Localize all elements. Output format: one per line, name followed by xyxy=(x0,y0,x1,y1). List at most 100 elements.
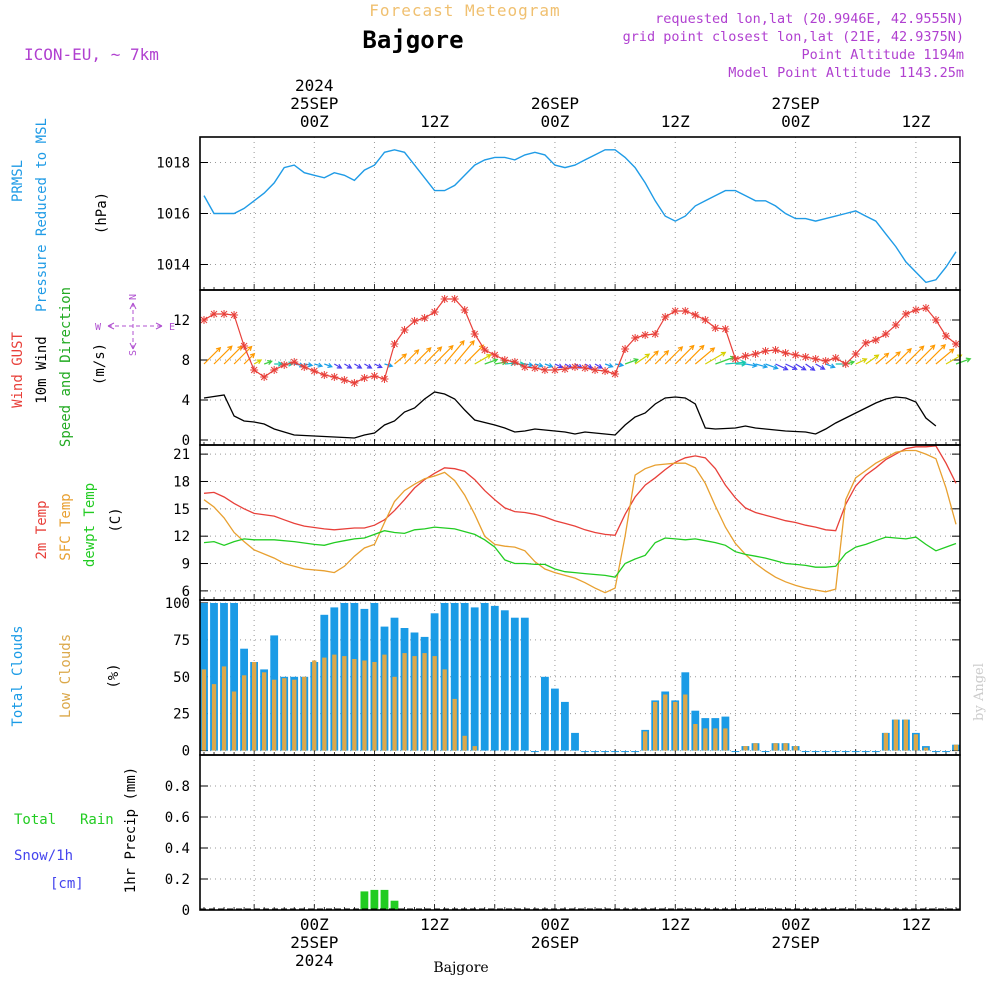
low-clouds-bar xyxy=(472,746,477,751)
total-clouds-bar xyxy=(561,701,569,751)
wind-direction-arrow xyxy=(815,363,826,370)
wind-gust-marker xyxy=(420,314,429,322)
wind-direction-arrow xyxy=(825,363,836,369)
wind-direction-arrow xyxy=(233,345,253,365)
rain-label-total: Total xyxy=(14,812,56,828)
wind-direction-arrow xyxy=(664,346,684,365)
wind-gust-marker xyxy=(611,370,620,378)
low-clouds-bar xyxy=(923,747,929,751)
wind-gust-marker xyxy=(641,331,650,339)
wind-direction-arrow xyxy=(795,363,807,371)
wind-gust-marker xyxy=(270,366,279,374)
wind-direction-arrow xyxy=(765,363,779,370)
top-time-label: 00Z xyxy=(300,112,329,131)
wind-gust-marker xyxy=(460,306,469,314)
wind-gust-marker xyxy=(290,358,299,366)
pressure-label-desc: Pressure Reduced to MSL xyxy=(34,118,50,312)
low-clouds-bar xyxy=(292,679,297,751)
low-clouds-bar xyxy=(322,657,327,751)
y-tick-label: 75 xyxy=(173,633,190,649)
wind-direction-arrow xyxy=(354,363,363,369)
panel-temperature: 6 9 12 15 18 21 xyxy=(173,445,960,600)
wind-gust-marker xyxy=(410,317,419,325)
wind-gust-marker xyxy=(601,367,610,375)
wind-gust-marker xyxy=(811,355,820,363)
wind-direction-arrow xyxy=(474,354,492,365)
low-clouds-bar xyxy=(462,735,467,751)
wind-direction-arrow xyxy=(424,346,443,365)
model-name: ICON-EU, ~ 7km xyxy=(24,45,159,64)
low-clouds-bar xyxy=(783,743,788,751)
low-clouds-bar xyxy=(442,669,447,751)
wind-direction-arrow xyxy=(223,345,243,365)
low-clouds-bar xyxy=(753,743,758,751)
wind-gust-marker xyxy=(340,376,349,384)
wind-gust-marker xyxy=(430,308,439,316)
wind-gust-marker xyxy=(520,363,529,371)
y-tick-label: 1016 xyxy=(156,207,190,223)
wind-gust-marker xyxy=(560,365,569,373)
wind-direction-arrow xyxy=(745,362,758,368)
wind-gust-marker xyxy=(370,372,379,380)
wind-direction-arrow xyxy=(554,363,564,369)
bottom-time-label: 26SEP xyxy=(531,933,579,952)
dewpt-label: dewpt Temp xyxy=(82,483,98,567)
wind-gust-marker xyxy=(851,350,860,358)
low-clouds-bar xyxy=(272,679,277,751)
wind-gust-marker xyxy=(540,366,549,374)
panel-frame xyxy=(199,444,961,601)
panel-wind: 0 4 8 12 xyxy=(173,290,960,449)
top-time-label: 25SEP xyxy=(290,94,338,113)
wind-gust-marker xyxy=(550,366,559,374)
wind-direction-arrow xyxy=(334,363,343,369)
wind-gust-marker xyxy=(701,316,710,324)
wind-gust-marker xyxy=(631,334,640,342)
wind-direction-arrow xyxy=(694,347,716,365)
wind-gust-marker xyxy=(952,340,960,348)
wind-gust-marker xyxy=(891,321,900,329)
low-clouds-bar xyxy=(231,691,237,751)
bottom-time-label: 12Z xyxy=(661,915,690,934)
wind-gust-marker xyxy=(741,352,750,360)
wind-direction-arrow xyxy=(534,362,544,368)
low-clouds-bar xyxy=(352,659,357,751)
low-clouds-bar xyxy=(412,656,417,751)
wind-gust-marker xyxy=(350,379,359,387)
wind-direction-arrow xyxy=(394,353,408,365)
y-tick-label: 0.2 xyxy=(165,872,190,888)
wind-direction-arrow xyxy=(955,357,972,365)
wind-direction-arrow xyxy=(213,345,233,365)
bottom-time-label: 25SEP xyxy=(290,933,338,952)
wind-gust-marker xyxy=(210,310,219,318)
wind-gust-marker xyxy=(581,364,590,372)
low-clouds-bar xyxy=(703,728,708,751)
dewpoint-line xyxy=(203,526,957,578)
wind-gust-marker xyxy=(510,358,519,366)
y-tick-label: 0 xyxy=(182,433,190,449)
total-clouds-bar xyxy=(551,688,559,751)
panel-frame xyxy=(199,754,961,911)
wind-gust-marker xyxy=(721,325,730,333)
total-clouds-bar xyxy=(541,676,549,751)
low-clouds-label: Low Clouds xyxy=(58,634,74,718)
wind-gust-marker xyxy=(480,346,489,354)
total-clouds-bar xyxy=(460,603,469,751)
requested-coords: requested lon,lat (20.9946E, 42.9555N) xyxy=(655,11,964,27)
wind-direction-arrow xyxy=(404,349,420,365)
rain-bar xyxy=(370,889,379,910)
low-clouds-bar xyxy=(452,698,457,751)
low-clouds-bar xyxy=(382,654,387,751)
total-clouds-bar xyxy=(571,732,579,751)
wind-direction-arrow xyxy=(324,363,333,368)
bottom-time-label: 12Z xyxy=(901,915,930,934)
wind-gust-marker xyxy=(751,350,760,358)
low-clouds-bar xyxy=(883,732,888,751)
wind-gust-marker xyxy=(941,332,950,340)
grid-point-coords: grid point closest lon,lat (21E, 42.9375… xyxy=(623,29,964,45)
low-clouds-bar xyxy=(372,662,377,751)
wind-direction-arrow xyxy=(785,363,798,370)
wind-direction-arrow xyxy=(544,363,554,368)
total-clouds-bar xyxy=(520,617,529,751)
y-tick-label: 1018 xyxy=(156,156,190,172)
compass-west: W xyxy=(95,322,102,333)
